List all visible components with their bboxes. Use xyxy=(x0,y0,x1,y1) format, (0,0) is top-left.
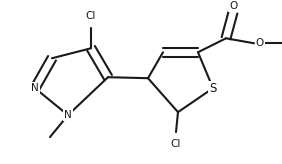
Text: Cl: Cl xyxy=(171,139,181,149)
Text: O: O xyxy=(256,38,264,48)
Text: O: O xyxy=(229,1,237,11)
Text: N: N xyxy=(64,110,72,120)
Text: N: N xyxy=(31,83,39,93)
Text: Cl: Cl xyxy=(86,11,96,21)
Text: S: S xyxy=(209,82,217,95)
